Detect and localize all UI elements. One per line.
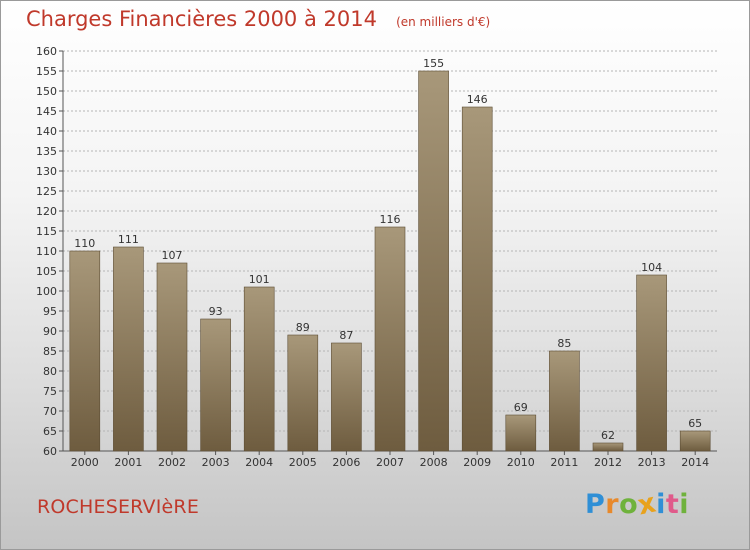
bar-value-label: 116 xyxy=(380,213,401,226)
y-tick-label: 85 xyxy=(43,345,57,358)
bar-2011 xyxy=(549,350,580,452)
bar-value-label: 146 xyxy=(467,93,488,106)
bar-value-label: 104 xyxy=(641,261,662,274)
bar-2013 xyxy=(636,274,667,452)
x-tick-label: 2012 xyxy=(594,456,622,469)
y-tick-label: 65 xyxy=(43,425,57,438)
x-tick-label: 2002 xyxy=(158,456,186,469)
logo-letter: P xyxy=(585,489,606,520)
bar-2010 xyxy=(505,414,537,452)
bar-2014 xyxy=(679,430,711,452)
x-tick-label: 2008 xyxy=(420,456,448,469)
y-tick-label: 110 xyxy=(36,245,57,258)
bar-value-label: 65 xyxy=(688,417,702,430)
x-tick-label: 2004 xyxy=(245,456,273,469)
bar-value-label: 69 xyxy=(514,401,528,414)
logo-letter: i xyxy=(656,489,666,520)
proxiti-logo: Proxiti xyxy=(585,487,690,521)
x-tick-label: 2005 xyxy=(289,456,317,469)
bar-value-label: 107 xyxy=(162,249,183,262)
y-tick-label: 120 xyxy=(36,205,57,218)
x-tick-label: 2001 xyxy=(114,456,142,469)
y-tick-label: 100 xyxy=(36,285,57,298)
bar-2006 xyxy=(331,342,362,452)
y-tick-label: 60 xyxy=(43,445,57,458)
y-tick-label: 90 xyxy=(43,325,57,338)
x-tick-label: 2006 xyxy=(332,456,360,469)
bar-2004 xyxy=(243,286,275,452)
x-tick-label: 2011 xyxy=(550,456,578,469)
x-tick-label: 2000 xyxy=(71,456,99,469)
commune-name: ROCHESERVIèRE xyxy=(37,496,200,518)
bar-2001 xyxy=(113,246,144,452)
bar-2002 xyxy=(156,262,188,452)
y-tick-label: 115 xyxy=(36,225,57,238)
x-tick-label: 2009 xyxy=(463,456,491,469)
title-block: Charges Financières 2000 à 2014 (en mill… xyxy=(26,7,490,31)
bar-value-label: 89 xyxy=(296,321,310,334)
y-tick-label: 150 xyxy=(36,85,57,98)
bar-value-label: 85 xyxy=(557,337,571,350)
y-tick-label: 70 xyxy=(43,405,57,418)
x-tick-label: 2007 xyxy=(376,456,404,469)
y-tick-label: 145 xyxy=(36,105,57,118)
bar-2012 xyxy=(592,442,624,452)
logo-letter: i xyxy=(679,489,690,520)
bar-value-label: 101 xyxy=(249,273,270,286)
bar-value-label: 110 xyxy=(74,237,95,250)
labels: 60 65 70 75 80 85 90 95 100 105 110 115 120 125 130 135… xyxy=(36,45,709,469)
bar-2005 xyxy=(287,334,319,452)
y-tick-label: 75 xyxy=(43,385,57,398)
bar-value-label: 87 xyxy=(339,329,353,342)
bar-2000 xyxy=(69,250,101,452)
y-tick-label: 155 xyxy=(36,65,57,78)
bar-2007 xyxy=(374,226,406,452)
logo-letter: o xyxy=(619,489,639,520)
x-tick-label: 2014 xyxy=(681,456,709,469)
chart-title: Charges Financières 2000 à 2014 xyxy=(26,7,377,31)
x-tick-label: 2010 xyxy=(507,456,535,469)
y-tick-label: 140 xyxy=(36,125,57,138)
logo-letter: t xyxy=(665,489,680,520)
logo-letter: r xyxy=(605,489,620,520)
bar-value-label: 62 xyxy=(601,429,615,442)
y-tick-label: 95 xyxy=(43,305,57,318)
bar-value-label: 93 xyxy=(209,305,223,318)
y-tick-label: 80 xyxy=(43,365,57,378)
bar-value-label: 155 xyxy=(423,57,444,70)
x-tick-label: 2003 xyxy=(202,456,230,469)
bar-2009 xyxy=(461,106,493,452)
bar-2003 xyxy=(200,318,231,452)
chart-subtitle: (en milliers d'€) xyxy=(396,15,491,29)
bar-value-label: 111 xyxy=(118,233,139,246)
bars xyxy=(69,70,711,452)
y-tick-label: 130 xyxy=(36,165,57,178)
y-tick-label: 135 xyxy=(36,145,57,158)
y-tick-label: 105 xyxy=(36,265,57,278)
bar-2008 xyxy=(418,70,449,452)
y-tick-label: 160 xyxy=(36,45,57,58)
y-tick-label: 125 xyxy=(36,185,57,198)
x-tick-label: 2013 xyxy=(638,456,666,469)
